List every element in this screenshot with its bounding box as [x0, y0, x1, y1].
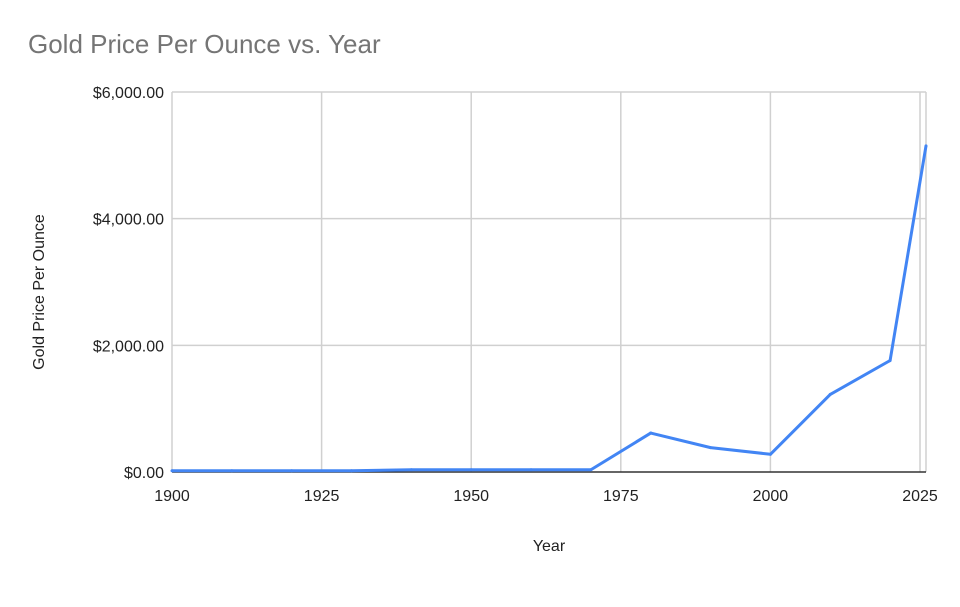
y-tick-label: $4,000.00 — [93, 212, 164, 229]
x-tick-label: 2000 — [753, 488, 789, 505]
y-tick-label: $6,000.00 — [93, 85, 164, 102]
data-point — [350, 469, 354, 473]
y-axis-label: Gold Price Per Ounce — [31, 214, 48, 370]
data-point — [529, 468, 533, 472]
data-point — [888, 359, 892, 363]
x-tick-label: 1900 — [154, 488, 190, 505]
data-point — [230, 469, 234, 473]
data-point — [170, 469, 174, 473]
data-point — [290, 469, 294, 473]
data-point — [709, 446, 713, 450]
data-point — [469, 468, 473, 472]
x-tick-label: 2025 — [902, 488, 938, 505]
x-tick-label: 1975 — [603, 488, 639, 505]
x-tick-label: 1925 — [304, 488, 340, 505]
data-point — [589, 468, 593, 472]
x-axis-label: Year — [533, 538, 566, 555]
data-point — [768, 452, 772, 456]
data-point — [649, 431, 653, 435]
data-point — [409, 468, 413, 472]
data-point — [828, 392, 832, 396]
series-line — [172, 145, 928, 473]
chart-title: Gold Price Per Ounce vs. Year — [28, 29, 381, 59]
y-tick-label: $2,000.00 — [93, 338, 164, 355]
data-point — [924, 144, 928, 148]
x-tick-label: 1950 — [453, 488, 489, 505]
y-tick-label: $0.00 — [124, 465, 164, 482]
